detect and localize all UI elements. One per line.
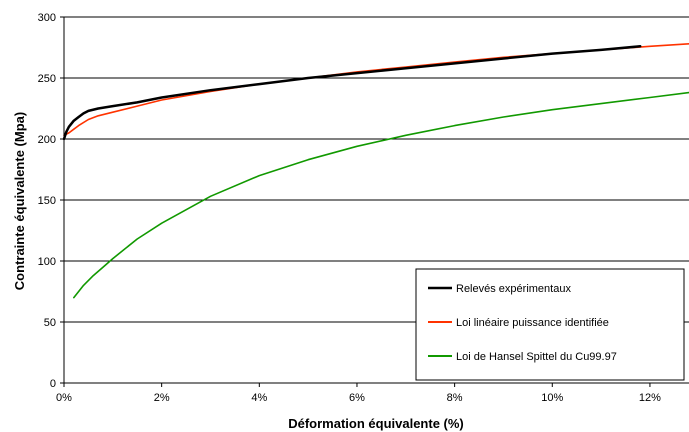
axes (60, 16, 689, 387)
x-tick-label-1: 2% (154, 392, 170, 404)
x-tick-label-4: 8% (447, 392, 463, 404)
y-tick-label-5: 250 (38, 73, 56, 85)
series-lines (62, 42, 689, 299)
legend-box (415, 268, 685, 381)
y-tick-label-2: 100 (38, 256, 56, 268)
y-axis-title: Contrainte équivalente (Mpa) (12, 112, 27, 290)
y-tick-labels: 0 50 100 150 200 250 300 (38, 12, 56, 390)
y-tick-label-3: 150 (38, 195, 56, 207)
x-tick-label-6: 12% (639, 392, 661, 404)
series-line-0 (62, 45, 642, 141)
x-tick-label-5: 10% (541, 392, 563, 404)
y-tick-label-0: 0 (50, 378, 56, 390)
legend-label-2: Loi de Hansel Spittel du Cu99.97 (456, 351, 617, 363)
x-tick-label-2: 4% (251, 392, 267, 404)
x-tick-label-0: 0% (56, 392, 72, 404)
y-tick-label-1: 50 (44, 317, 56, 329)
series-line-2 (73, 91, 689, 299)
legend: Relevés expérimentaux Loi linéaire puiss… (415, 268, 685, 381)
legend-label-0: Relevés expérimentaux (456, 283, 571, 295)
x-axis-title: Déformation équivalente (%) (288, 416, 464, 431)
series-line-1 (63, 42, 689, 137)
y-tick-label-4: 200 (38, 134, 56, 146)
x-tick-labels: 0% 2% 4% 6% 8% 10% 12% (56, 392, 661, 404)
legend-label-1: Loi linéaire puissance identifiée (456, 317, 609, 329)
x-tick-label-3: 6% (349, 392, 365, 404)
y-tick-label-6: 300 (38, 12, 56, 24)
